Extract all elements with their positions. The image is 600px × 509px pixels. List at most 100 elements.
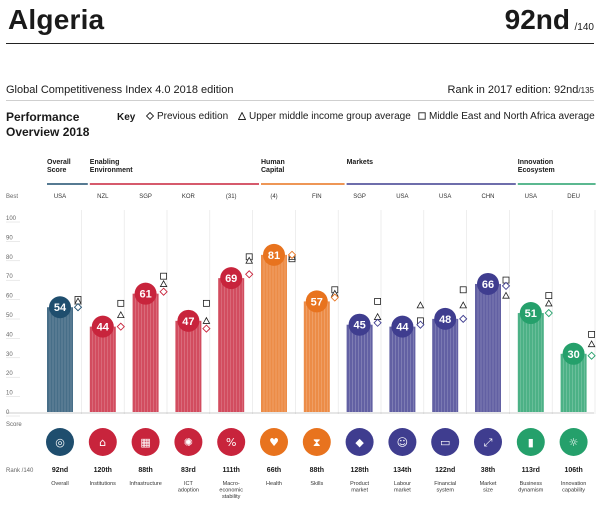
- score-bar: [218, 278, 245, 412]
- previous-edition-marker: [459, 314, 468, 324]
- pillar-label: Infrastructure: [129, 481, 161, 487]
- score-bubble: [348, 313, 371, 336]
- location-pin-icon: [46, 428, 74, 456]
- upper-middle-average-marker: [502, 291, 510, 299]
- previous-edition-marker: [330, 293, 339, 302]
- best-performer-label: USA: [54, 194, 66, 200]
- percent-icon: [217, 428, 246, 456]
- best-performer-label: USA: [396, 194, 408, 200]
- pillar-rank: 111th: [222, 467, 240, 474]
- location-pin-glyph: ◎: [55, 436, 65, 449]
- y-tick-label: 90: [6, 235, 13, 241]
- key-mena-label: Middle East and North Africa average: [429, 111, 595, 122]
- group-title: Enabling: [90, 159, 120, 166]
- upper-middle-average-marker: [245, 256, 254, 264]
- score-value: 54: [54, 302, 67, 314]
- section-title: Performance Overview 2018: [6, 110, 116, 140]
- business-dynamism-icon: [516, 428, 545, 456]
- key-previous-edition: Previous edition: [145, 111, 229, 122]
- pillar-rank: 88th: [138, 467, 152, 474]
- product-tag-icon: [345, 428, 374, 456]
- upper-middle-average-marker: [544, 299, 553, 307]
- institution-building-icon: [88, 428, 117, 456]
- pillar-label: Market: [480, 481, 497, 487]
- score-bar: [432, 318, 459, 412]
- mena-average-marker: [459, 286, 467, 294]
- score-label: Score: [6, 422, 22, 428]
- best-performer-label: SGP: [353, 194, 366, 200]
- mena-average-marker: [545, 292, 553, 300]
- market-size-expand-icon: [474, 428, 502, 456]
- overall-rank-total: /140: [574, 22, 594, 33]
- key-upper-middle-label: Upper middle income group average: [249, 111, 411, 122]
- pillar-rank: 120th: [94, 467, 112, 474]
- best-performer-label: USA: [439, 194, 451, 200]
- score-bar: [47, 307, 73, 412]
- score-value: 57: [311, 296, 323, 308]
- edition-title: Global Competitiveness Index 4.0 2018 ed…: [6, 84, 234, 96]
- header-divider: [6, 43, 594, 44]
- percent-glyph: %: [226, 436, 236, 449]
- group-title: Score: [47, 167, 67, 174]
- pillar-rank: 134th: [393, 467, 411, 474]
- score-bubble: [177, 309, 200, 332]
- market-size-expand-glyph: ⤢: [484, 436, 493, 449]
- rank-2017-total: /135: [578, 86, 594, 95]
- rank-2017-value: Rank in 2017 edition: 92nd: [447, 84, 579, 96]
- country-name: Algeria: [8, 4, 105, 35]
- pillar-label: Product: [350, 481, 369, 487]
- best-performer-label: FIN: [312, 194, 322, 200]
- score-bubble: [562, 342, 585, 365]
- key-previous-label: Previous edition: [157, 111, 229, 122]
- previous-edition-marker: [159, 287, 168, 296]
- pillar-rank: 83rd: [181, 467, 196, 474]
- pillar-label: economic: [219, 488, 243, 494]
- previous-edition-marker: [501, 281, 511, 291]
- score-value: 30: [567, 349, 579, 361]
- pillar-label: Financial: [434, 481, 456, 487]
- infrastructure-grid-glyph: ▦: [140, 436, 150, 449]
- pillar-label: Skills: [310, 481, 323, 487]
- infrastructure-grid-icon: [131, 428, 160, 456]
- diamond-icon: [145, 111, 155, 121]
- pillar-rank: 106th: [564, 467, 582, 474]
- y-tick-label: 70: [6, 274, 13, 280]
- mena-average-marker: [117, 299, 125, 307]
- score-bar: [175, 320, 202, 412]
- score-value: 45: [353, 320, 365, 332]
- best-label: Best: [6, 194, 18, 200]
- score-bubble: [305, 290, 328, 313]
- product-tag-glyph: ◆: [355, 436, 364, 449]
- score-value: 44: [97, 322, 110, 334]
- upper-middle-average-marker: [159, 279, 168, 287]
- best-performer-label: DEU: [567, 194, 580, 200]
- mena-average-marker: [588, 330, 595, 338]
- pillar-rank: 128th: [350, 467, 368, 474]
- pillar-rank: 122nd: [435, 467, 455, 474]
- mena-average-marker: [374, 298, 382, 305]
- best-performer-label: (4): [270, 194, 277, 200]
- business-dynamism-glyph: ▮: [528, 436, 534, 449]
- skills-hourglass-icon: [302, 428, 331, 456]
- pillar-label: stability: [222, 494, 241, 500]
- score-bubble: [220, 267, 243, 290]
- score-value: 51: [525, 308, 537, 320]
- score-value: 61: [139, 289, 151, 301]
- key-upper-middle: Upper middle income group average: [237, 111, 411, 122]
- pillar-rank: 66th: [267, 467, 281, 474]
- pillar-label: Innovation: [561, 481, 586, 487]
- pillar-rank: 92nd: [52, 467, 68, 474]
- triangle-icon: [237, 111, 247, 120]
- group-title: Markets: [347, 159, 374, 166]
- pillar-label: Labour: [394, 481, 411, 487]
- mena-average-marker: [202, 299, 210, 307]
- y-tick-label: 10: [6, 391, 13, 397]
- best-performer-label: CHN: [482, 194, 495, 200]
- previous-edition-marker: [245, 270, 254, 279]
- score-bubble: [49, 296, 71, 319]
- group-title: Ecosystem: [518, 167, 555, 174]
- group-title: Innovation: [518, 159, 553, 166]
- pillar-label: ICT: [184, 481, 194, 487]
- rank-label: Rank /140: [6, 468, 34, 474]
- rank-2017: Rank in 2017 edition: 92nd/135: [448, 84, 594, 96]
